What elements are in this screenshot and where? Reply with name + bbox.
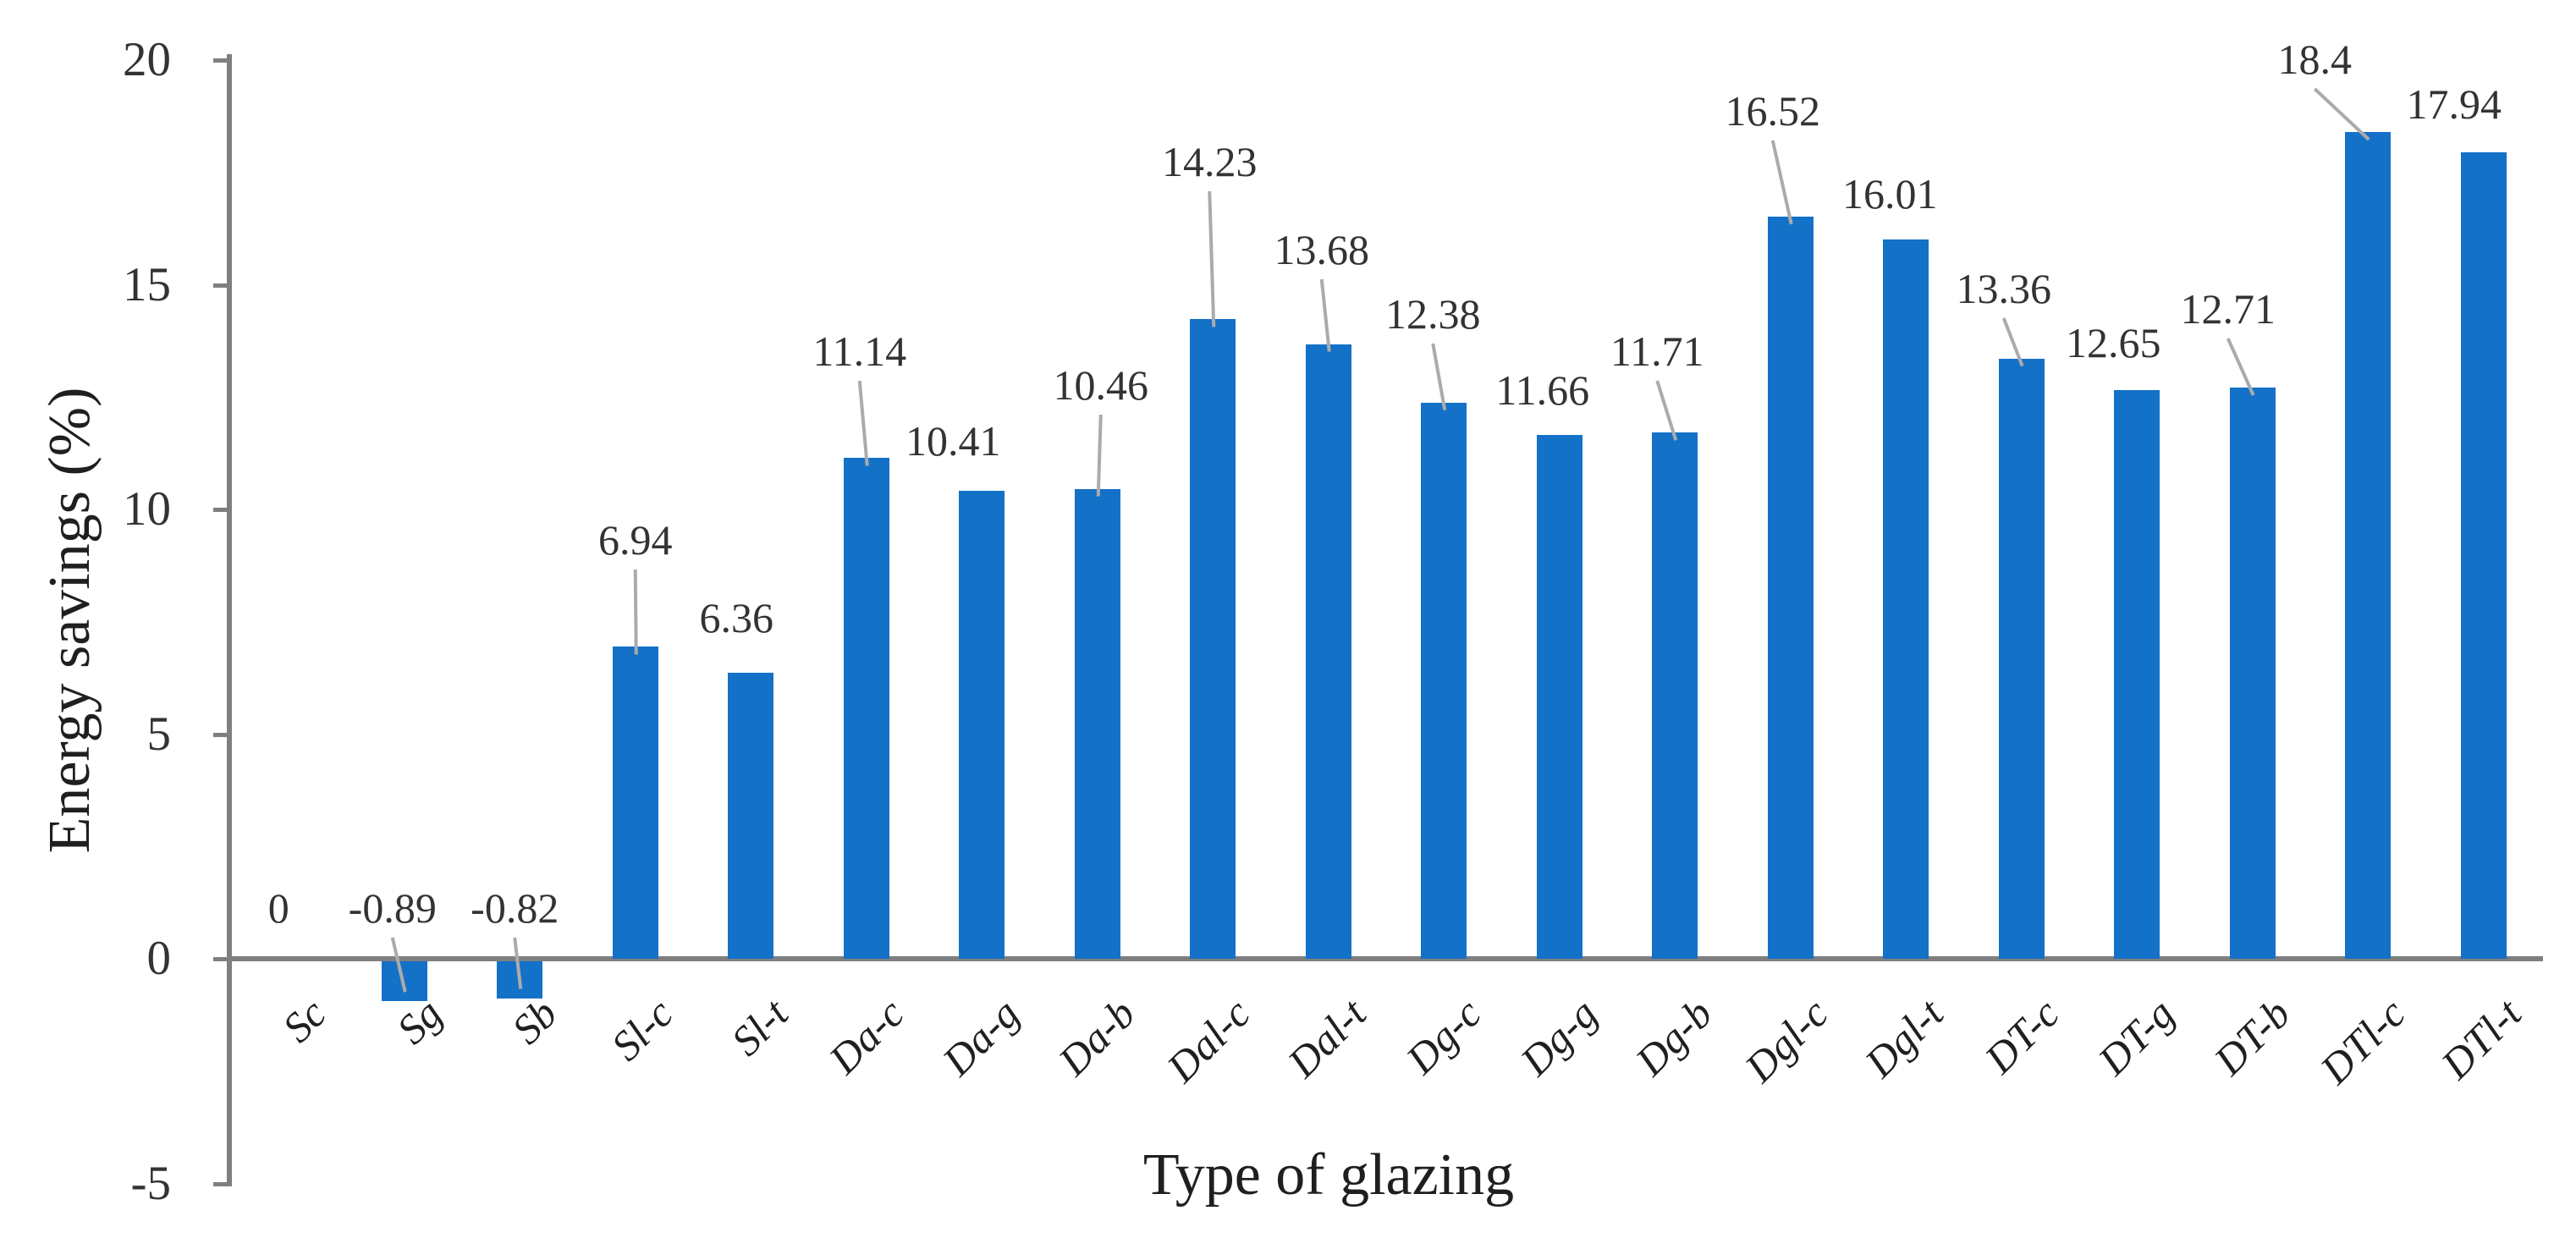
data-label-DT-b: 12.71 [2180, 285, 2276, 333]
x-axis-title: Type of glazing [1142, 1142, 1515, 1208]
y-tick-label-5: 5 [146, 707, 172, 761]
data-label-Sl-c: 6.94 [598, 516, 673, 564]
data-label-Dal-c: 14.23 [1162, 138, 1258, 185]
data-label-DTl-t: 17.94 [2406, 80, 2502, 128]
data-label-DT-g: 12.65 [2066, 319, 2161, 366]
bar-Dgl-t [1883, 239, 1929, 959]
y-tick-mark-15 [213, 283, 227, 288]
bar-DTl-t [2460, 152, 2507, 959]
bar-Sl-t [728, 673, 774, 959]
y-tick-label-20: 20 [123, 33, 171, 86]
y-tick-label--5: -5 [130, 1156, 171, 1210]
data-label-Dal-t: 13.68 [1274, 226, 1370, 273]
bar-DT-b [2229, 388, 2276, 959]
data-label-Sc: 0 [267, 884, 289, 932]
bar-Dal-t [1305, 344, 1351, 959]
bar-Da-b [1074, 488, 1120, 959]
data-label-DTl-c: 18.4 [2277, 36, 2353, 83]
bar-Dg-g [1536, 434, 1582, 959]
bar-DT-c [1998, 358, 2045, 959]
bar-Sl-c [612, 647, 658, 959]
data-label-Da-c: 11.14 [812, 327, 907, 375]
y-tick-mark--5 [213, 1181, 227, 1186]
y-tick-label-10: 10 [123, 482, 171, 536]
bar-Dgl-c [1767, 216, 1814, 959]
data-label-Dgl-c: 16.52 [1725, 87, 1821, 135]
x-axis-baseline [229, 956, 2543, 961]
data-label-Sb: -0.82 [471, 884, 559, 932]
leader-line-Da-b [1096, 414, 1103, 497]
bar-Dg-b [1652, 432, 1698, 959]
data-label-Sg: -0.89 [348, 884, 437, 932]
data-label-Dg-c: 12.38 [1385, 290, 1481, 338]
data-label-DT-c: 13.36 [1956, 265, 2052, 312]
y-tick-label-0: 0 [146, 932, 172, 985]
y-axis-line [227, 54, 232, 1186]
y-tick-mark-10 [213, 508, 227, 512]
data-label-Da-b: 10.46 [1053, 361, 1149, 409]
data-label-Sl-t: 6.36 [699, 594, 774, 641]
y-tick-label-15: 15 [123, 257, 171, 311]
data-label-Dg-b: 11.71 [1610, 327, 1704, 375]
bar-Da-c [843, 458, 889, 959]
data-label-Da-g: 10.41 [905, 417, 1001, 465]
y-tick-mark-20 [213, 58, 227, 63]
bar-DTl-c [2345, 131, 2392, 959]
bar-Dg-c [1421, 402, 1467, 959]
y-tick-mark-0 [213, 957, 227, 961]
bar-Dal-c [1190, 319, 1236, 959]
data-label-Dgl-t: 16.01 [1842, 170, 1938, 217]
data-label-Dg-g: 11.66 [1495, 366, 1590, 414]
bar-Da-g [959, 491, 1005, 959]
y-tick-mark-5 [213, 732, 227, 737]
bar-DT-g [2114, 390, 2160, 959]
